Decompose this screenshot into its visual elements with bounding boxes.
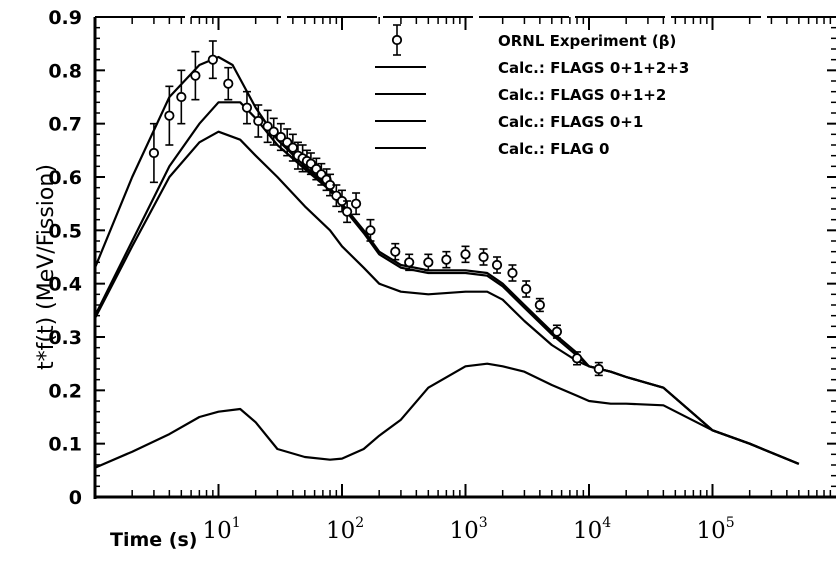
y-tick-label: 0 [69, 487, 82, 509]
data-point [404, 257, 415, 268]
y-tick-label: 0.6 [48, 167, 82, 189]
x-tick-label-base: 10 [697, 518, 726, 544]
x-tick-label: 105 [697, 515, 735, 544]
data-point [491, 259, 503, 271]
data-point [207, 54, 218, 65]
data-point [521, 283, 532, 295]
series-line-4 [94, 362, 800, 469]
y-tick-label: 0.7 [48, 114, 82, 136]
data-point [223, 78, 234, 89]
legend-label-4: Calc.: FLAG 0 [498, 140, 609, 158]
x-tick-label: 103 [450, 515, 488, 544]
x-tick-label-exponent: 5 [726, 515, 735, 531]
x-tick-label-base: 10 [326, 518, 355, 544]
series-line-2 [94, 101, 800, 465]
legend-label-2: Calc.: FLAGS 0+1+2 [498, 86, 666, 104]
data-point [534, 299, 545, 311]
x-tick-label-base: 10 [573, 518, 602, 544]
data-point [551, 326, 563, 337]
x-axis-label: Time (s) [110, 529, 197, 551]
data-point [441, 254, 452, 265]
data-point [190, 70, 201, 81]
data-point [423, 257, 434, 268]
data-point [148, 147, 160, 159]
data-point [241, 102, 253, 113]
calc-series-lines [93, 55, 800, 469]
x-tick-label-exponent: 1 [232, 515, 241, 531]
x-tick-label-base: 10 [450, 518, 479, 544]
data-point [262, 121, 273, 132]
data-point [268, 126, 279, 137]
data-point [287, 142, 298, 153]
y-tick-label: 0.2 [48, 380, 82, 402]
data-point [478, 251, 489, 263]
series-line-3 [94, 130, 800, 465]
data-point [571, 353, 583, 364]
x-tick-label-exponent: 4 [602, 515, 611, 531]
x-tick-label-exponent: 2 [355, 515, 364, 531]
y-axis-label: t*f(t) (MeV/Fission) [34, 164, 59, 370]
x-tick-label-base: 10 [203, 518, 232, 544]
y-tick-label: 0.1 [48, 434, 82, 456]
data-point [460, 249, 471, 260]
legend-experiment-label: ORNL Experiment (β) [498, 32, 676, 50]
x-tick-label: 101 [203, 515, 241, 544]
legend-label-1: Calc.: FLAGS 0+1+2+3 [498, 59, 689, 77]
x-tick-label: 104 [573, 515, 611, 544]
data-point [390, 246, 401, 257]
x-tick-label: 102 [326, 515, 364, 544]
y-tick-label: 0.8 [48, 60, 82, 82]
legend: ORNL Experiment (β) Calc.: FLAGS 0+1+2+3 C… [375, 24, 689, 158]
legend-experiment-marker [391, 34, 403, 46]
data-point [350, 198, 362, 209]
y-tick-label: 0.5 [48, 220, 82, 242]
legend-label-3: Calc.: FLAGS 0+1 [498, 113, 643, 131]
data-point [164, 110, 175, 121]
axis-labels: Time (s) t*f(t) (MeV/Fission) [34, 164, 197, 551]
experiment-points [148, 40, 604, 377]
y-tick-label: 0.3 [48, 327, 82, 349]
data-point [342, 206, 353, 217]
y-tick-label: 0.9 [48, 7, 82, 29]
y-tick-label: 0.4 [48, 274, 82, 296]
data-point [275, 131, 286, 143]
data-point [593, 363, 604, 375]
x-tick-label-exponent: 3 [479, 515, 488, 531]
data-point [176, 91, 187, 103]
data-point [365, 225, 376, 236]
data-point [253, 115, 264, 127]
data-point [507, 267, 518, 279]
